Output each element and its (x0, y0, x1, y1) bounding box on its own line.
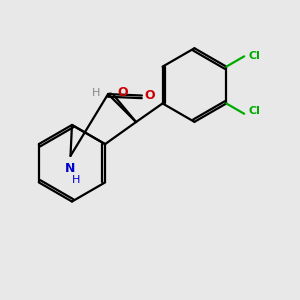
Text: N: N (65, 162, 76, 175)
Text: O: O (144, 89, 154, 102)
Text: O: O (117, 86, 128, 99)
Text: H: H (92, 88, 101, 98)
Text: Cl: Cl (249, 51, 260, 61)
Text: Cl: Cl (249, 106, 260, 116)
Text: H: H (72, 175, 81, 185)
Text: -: - (107, 86, 112, 99)
